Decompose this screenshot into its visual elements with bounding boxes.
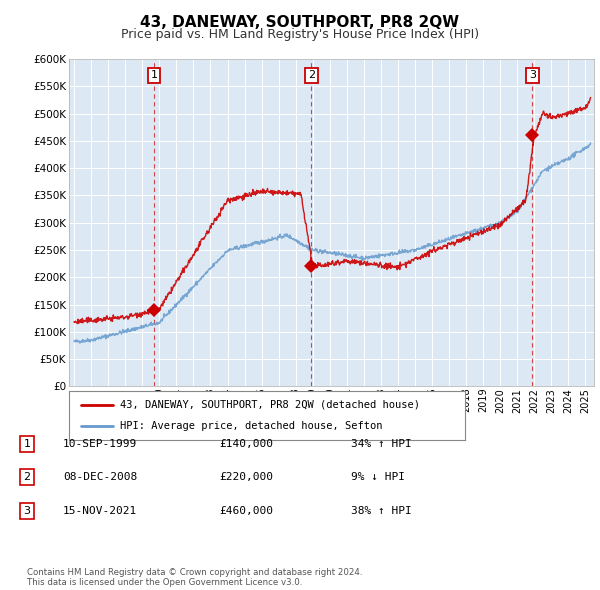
Text: £220,000: £220,000 <box>219 473 273 482</box>
Text: 15-NOV-2021: 15-NOV-2021 <box>63 506 137 516</box>
Text: 43, DANEWAY, SOUTHPORT, PR8 2QW: 43, DANEWAY, SOUTHPORT, PR8 2QW <box>140 15 460 30</box>
Text: 2: 2 <box>308 70 315 80</box>
Text: 10-SEP-1999: 10-SEP-1999 <box>63 439 137 448</box>
Text: HPI: Average price, detached house, Sefton: HPI: Average price, detached house, Seft… <box>121 421 383 431</box>
Text: Contains HM Land Registry data © Crown copyright and database right 2024.
This d: Contains HM Land Registry data © Crown c… <box>27 568 362 587</box>
Text: £460,000: £460,000 <box>219 506 273 516</box>
Text: 38% ↑ HPI: 38% ↑ HPI <box>351 506 412 516</box>
Text: 3: 3 <box>529 70 536 80</box>
Text: 1: 1 <box>151 70 158 80</box>
Text: £140,000: £140,000 <box>219 439 273 448</box>
Text: 3: 3 <box>23 506 31 516</box>
Text: 2: 2 <box>23 473 31 482</box>
Text: 34% ↑ HPI: 34% ↑ HPI <box>351 439 412 448</box>
Text: Price paid vs. HM Land Registry's House Price Index (HPI): Price paid vs. HM Land Registry's House … <box>121 28 479 41</box>
Text: 1: 1 <box>23 439 31 448</box>
Text: 43, DANEWAY, SOUTHPORT, PR8 2QW (detached house): 43, DANEWAY, SOUTHPORT, PR8 2QW (detache… <box>121 399 421 409</box>
Text: 9% ↓ HPI: 9% ↓ HPI <box>351 473 405 482</box>
Text: 08-DEC-2008: 08-DEC-2008 <box>63 473 137 482</box>
